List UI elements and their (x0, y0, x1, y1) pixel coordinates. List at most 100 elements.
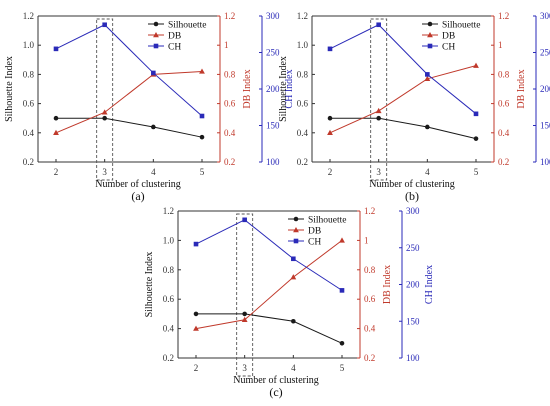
x-axis-title: Number of clustering (233, 375, 319, 386)
db-tick-label: 0.2 (364, 353, 375, 363)
left-tick-label: 0.4 (23, 128, 35, 138)
silhouette-point (102, 115, 107, 121)
ch-point (53, 46, 59, 52)
legend-label: Silhouette (308, 215, 347, 225)
db-tick-label: 0.6 (364, 294, 376, 304)
db-series-line (195, 240, 343, 330)
optimal-k-highlight-box (370, 18, 388, 181)
silhouette-point (199, 134, 205, 140)
panel-label: (b) (405, 189, 419, 203)
legend-label: CH (442, 42, 455, 52)
x-tick-label: 5 (474, 167, 479, 177)
db-tick-label: 1 (498, 40, 503, 50)
db-series-line (55, 70, 203, 134)
db-tick-label: 1.2 (224, 11, 235, 21)
legend-marker (153, 43, 159, 49)
silhouette-series-line (56, 117, 203, 138)
legend-marker (427, 32, 433, 38)
legend-label: CH (308, 237, 321, 247)
legend-label: DB (308, 226, 321, 236)
db-axis-title: DB Index (516, 69, 527, 108)
left-tick-label: 0.2 (163, 353, 174, 363)
db-tick-label: 0.4 (364, 324, 376, 334)
left-tick-label: 1.0 (163, 235, 175, 245)
db-point (339, 237, 345, 243)
optimal-k-label: 3 (102, 167, 107, 177)
silhouette-point (473, 136, 479, 141)
silhouette-point (151, 124, 156, 130)
ch-point (193, 241, 199, 247)
ch-tick-label: 200 (406, 280, 420, 290)
legend-marker (153, 32, 159, 38)
ch-tick-label: 200 (540, 84, 550, 94)
x-axis-title: Number of clustering (369, 179, 455, 190)
db-point (473, 62, 479, 68)
silhouette-point (425, 124, 430, 130)
ch-series-line (195, 219, 343, 291)
db-point (241, 316, 248, 322)
left-tick-label: 1.2 (23, 11, 34, 21)
db-point (424, 75, 431, 81)
db-tick-label: 0.8 (498, 69, 510, 79)
db-point (199, 68, 205, 74)
legend-label: Silhouette (168, 20, 207, 30)
db-tick-label: 0.2 (224, 157, 235, 167)
db-tick-label: 0.6 (224, 99, 236, 109)
db-tick-label: 0.8 (224, 69, 236, 79)
left-tick-label: 0.6 (297, 99, 309, 109)
ch-tick-label: 150 (540, 121, 550, 131)
ch-tick-label: 200 (266, 84, 280, 94)
silhouette-series-line (330, 117, 477, 140)
legend-marker (427, 43, 433, 49)
silhouette-point (291, 318, 296, 324)
chart-panel: 0.2 0.4 0.6 0.8 1.0 1.2 0.2 0.4 0.6 0.8 1 1.2 100 150… (4, 11, 295, 203)
ch-tick-label: 150 (406, 316, 420, 326)
left-tick-label: 0.2 (23, 157, 34, 167)
ch-point (473, 111, 479, 117)
optimal-k-highlight-box (96, 18, 114, 181)
ch-point (102, 22, 107, 28)
silhouette-point (327, 115, 333, 121)
optimal-k-label: 3 (242, 363, 247, 373)
left-tick-label: 0.2 (297, 157, 308, 167)
silhouette-point (376, 115, 381, 121)
left-tick-label: 0.4 (297, 128, 309, 138)
db-tick-label: 1 (224, 40, 229, 50)
db-point (327, 129, 333, 135)
ch-point (199, 113, 205, 119)
silhouette-axis-title: Silhouette Index (278, 56, 289, 122)
ch-point (242, 217, 247, 223)
left-tick-label: 0.8 (163, 265, 175, 275)
silhouette-point (242, 311, 247, 317)
legend-label: Silhouette (442, 20, 481, 30)
left-tick-label: 1.2 (163, 206, 174, 216)
ch-point (291, 256, 296, 262)
ch-tick-label: 100 (266, 157, 280, 167)
db-point (101, 109, 108, 115)
ch-point (151, 70, 156, 76)
db-axis-title: DB Index (382, 265, 393, 304)
db-series-line (329, 65, 477, 134)
x-tick-label: 2 (328, 167, 333, 177)
silhouette-point (339, 341, 345, 346)
panel-label: (c) (269, 385, 282, 399)
x-tick-label: 5 (340, 363, 345, 373)
chart-panel: 0.2 0.4 0.6 0.8 1.0 1.2 0.2 0.4 0.6 0.8 1 1.2 100 150… (144, 206, 435, 399)
x-axis-title: Number of clustering (95, 179, 181, 190)
db-point (53, 129, 59, 135)
ch-tick-label: 250 (266, 48, 280, 58)
db-tick-label: 1.2 (364, 206, 375, 216)
ch-series-line (329, 24, 477, 115)
x-tick-label: 4 (291, 363, 296, 373)
ch-tick-label: 250 (540, 48, 550, 58)
ch-point (376, 22, 381, 28)
left-tick-label: 0.6 (23, 99, 35, 109)
db-tick-label: 0.4 (224, 128, 236, 138)
ch-tick-label: 300 (540, 11, 550, 21)
ch-tick-label: 150 (266, 121, 280, 131)
x-tick-label: 2 (54, 167, 59, 177)
x-tick-label: 2 (194, 363, 199, 373)
db-point (193, 325, 199, 331)
legend-marker (153, 21, 159, 27)
